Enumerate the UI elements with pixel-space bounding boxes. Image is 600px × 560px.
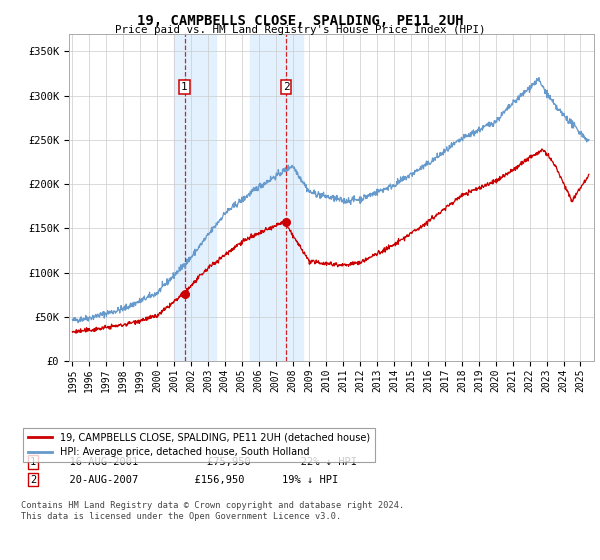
Text: Contains HM Land Registry data © Crown copyright and database right 2024.
This d: Contains HM Land Registry data © Crown c…: [21, 501, 404, 521]
Text: 19, CAMPBELLS CLOSE, SPALDING, PE11 2UH: 19, CAMPBELLS CLOSE, SPALDING, PE11 2UH: [137, 14, 463, 28]
Text: 16-AUG-2001           £75,950        22% ↓ HPI: 16-AUG-2001 £75,950 22% ↓ HPI: [57, 457, 357, 467]
Legend: 19, CAMPBELLS CLOSE, SPALDING, PE11 2UH (detached house), HPI: Average price, de: 19, CAMPBELLS CLOSE, SPALDING, PE11 2UH …: [23, 428, 375, 462]
Text: 1: 1: [30, 457, 36, 467]
Text: 1: 1: [181, 82, 188, 92]
Bar: [174, 34, 217, 361]
Text: 2: 2: [283, 82, 289, 92]
Bar: [250, 34, 303, 361]
Text: 2: 2: [30, 475, 36, 485]
Text: Price paid vs. HM Land Registry's House Price Index (HPI): Price paid vs. HM Land Registry's House …: [115, 25, 485, 35]
Text: 20-AUG-2007         £156,950      19% ↓ HPI: 20-AUG-2007 £156,950 19% ↓ HPI: [57, 475, 338, 485]
